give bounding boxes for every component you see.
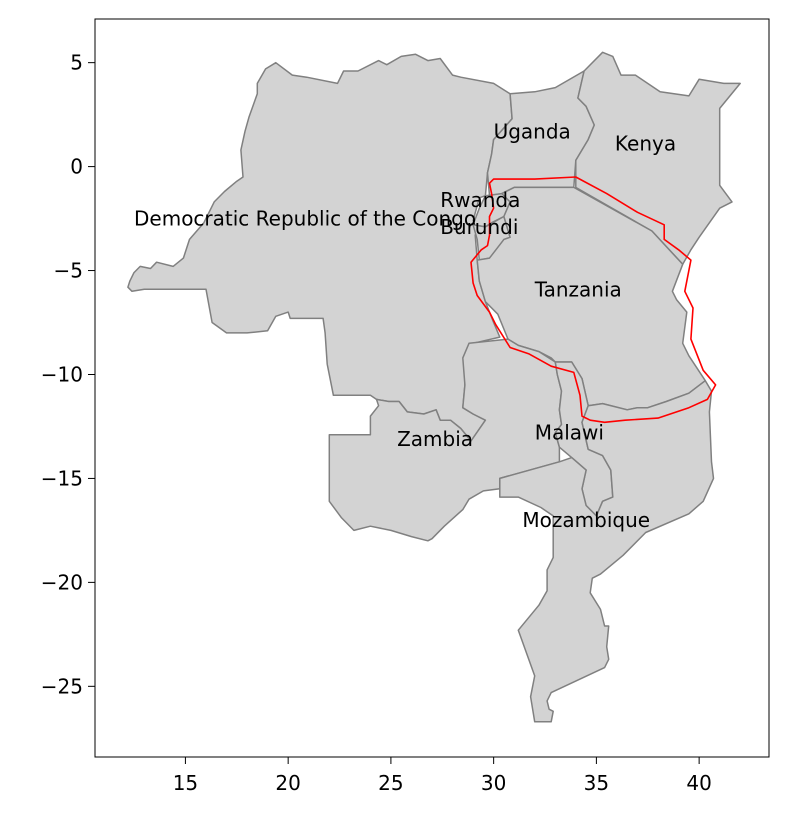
plot-frame <box>94 18 770 758</box>
y-tick-label: 0 <box>70 155 83 179</box>
highlight-layer <box>470 176 717 424</box>
x-axis-ticks: 15 20 25 30 35 40 <box>173 757 712 795</box>
label-kenya: Kenya <box>615 132 676 156</box>
x-tick-label: 15 <box>173 771 198 795</box>
x-tick-label: 30 <box>481 771 506 795</box>
country-mozambique <box>499 379 715 723</box>
y-tick-label: −15 <box>41 466 83 490</box>
label-democratic-republic-of-the-congo: Democratic Republic of the Congo <box>134 207 476 231</box>
countries-layer <box>127 51 741 723</box>
x-tick-label: 25 <box>378 771 403 795</box>
label-mozambique: Mozambique <box>522 508 650 532</box>
country-uganda <box>486 70 596 197</box>
y-tick-label: −5 <box>54 259 83 283</box>
highlight-region-outline <box>470 176 717 424</box>
label-tanzania: Tanzania <box>534 277 622 301</box>
label-zambia: Zambia <box>397 427 473 451</box>
x-tick-label: 20 <box>275 771 300 795</box>
country-kenya <box>575 51 741 266</box>
label-rwanda: Rwanda <box>440 188 520 212</box>
x-tick-label: 35 <box>584 771 609 795</box>
country-democratic-republic-of-the-congo <box>127 53 513 442</box>
label-uganda: Uganda <box>494 119 571 143</box>
y-tick-label: −10 <box>41 362 83 386</box>
label-burundi: Burundi <box>440 215 518 239</box>
label-malawi: Malawi <box>535 421 604 445</box>
y-tick-label: −25 <box>41 674 83 698</box>
y-axis-ticks: 5 0 −5 −10 −15 −20 −25 <box>41 51 95 698</box>
y-tick-label: −20 <box>41 570 83 594</box>
x-tick-label: 40 <box>686 771 711 795</box>
y-tick-label: 5 <box>70 51 83 75</box>
country-labels: Democratic Republic of the Congo Uganda Ke… <box>134 119 676 532</box>
